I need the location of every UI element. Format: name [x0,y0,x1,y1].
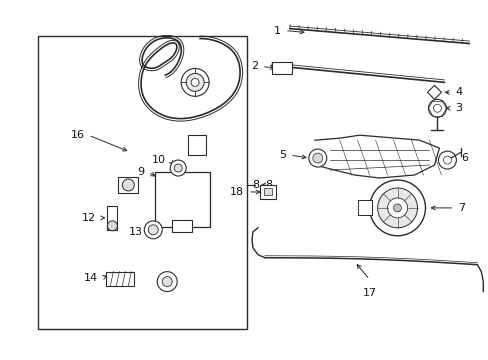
Text: 17: 17 [362,288,376,298]
Circle shape [443,156,450,164]
Circle shape [162,276,172,287]
Text: 3: 3 [454,103,462,113]
Bar [118,177,138,193]
Text: 15: 15 [157,276,171,287]
Text: 8: 8 [251,180,259,190]
Text: 9: 9 [137,167,144,177]
Text: 13: 13 [129,227,143,237]
Circle shape [191,78,199,86]
Circle shape [432,104,441,112]
Circle shape [144,221,162,239]
Bar [38,36,246,329]
Text: 7: 7 [457,203,465,213]
Polygon shape [314,135,439,178]
Bar [188,135,205,155]
Text: 5: 5 [278,150,285,160]
Circle shape [157,272,177,292]
Circle shape [387,198,407,218]
Text: 10: 10 [152,155,166,165]
Text: 4: 4 [454,87,462,97]
Text: 8: 8 [264,180,271,190]
Text: 1: 1 [273,26,280,36]
Circle shape [393,204,401,212]
Circle shape [107,221,117,231]
Bar [155,172,210,227]
Circle shape [181,68,209,96]
Circle shape [186,73,203,91]
Circle shape [170,160,186,176]
Bar [264,188,271,195]
Text: 14: 14 [84,273,98,283]
Bar [271,62,291,75]
Text: 11: 11 [191,76,204,86]
Circle shape [369,180,425,236]
Circle shape [174,164,182,172]
Text: 2: 2 [250,62,258,71]
Circle shape [377,188,417,228]
Bar [107,206,117,230]
Circle shape [148,225,158,235]
Bar [260,185,275,199]
Circle shape [438,151,455,169]
Bar [357,200,371,215]
Bar [172,220,192,232]
Text: 16: 16 [70,130,84,140]
Text: 18: 18 [229,187,244,197]
Circle shape [312,153,322,163]
Circle shape [427,99,446,117]
Text: 6: 6 [461,153,468,163]
Text: 12: 12 [82,213,96,223]
Circle shape [308,149,326,167]
Circle shape [122,179,134,191]
Bar [106,272,134,285]
Polygon shape [427,85,441,99]
